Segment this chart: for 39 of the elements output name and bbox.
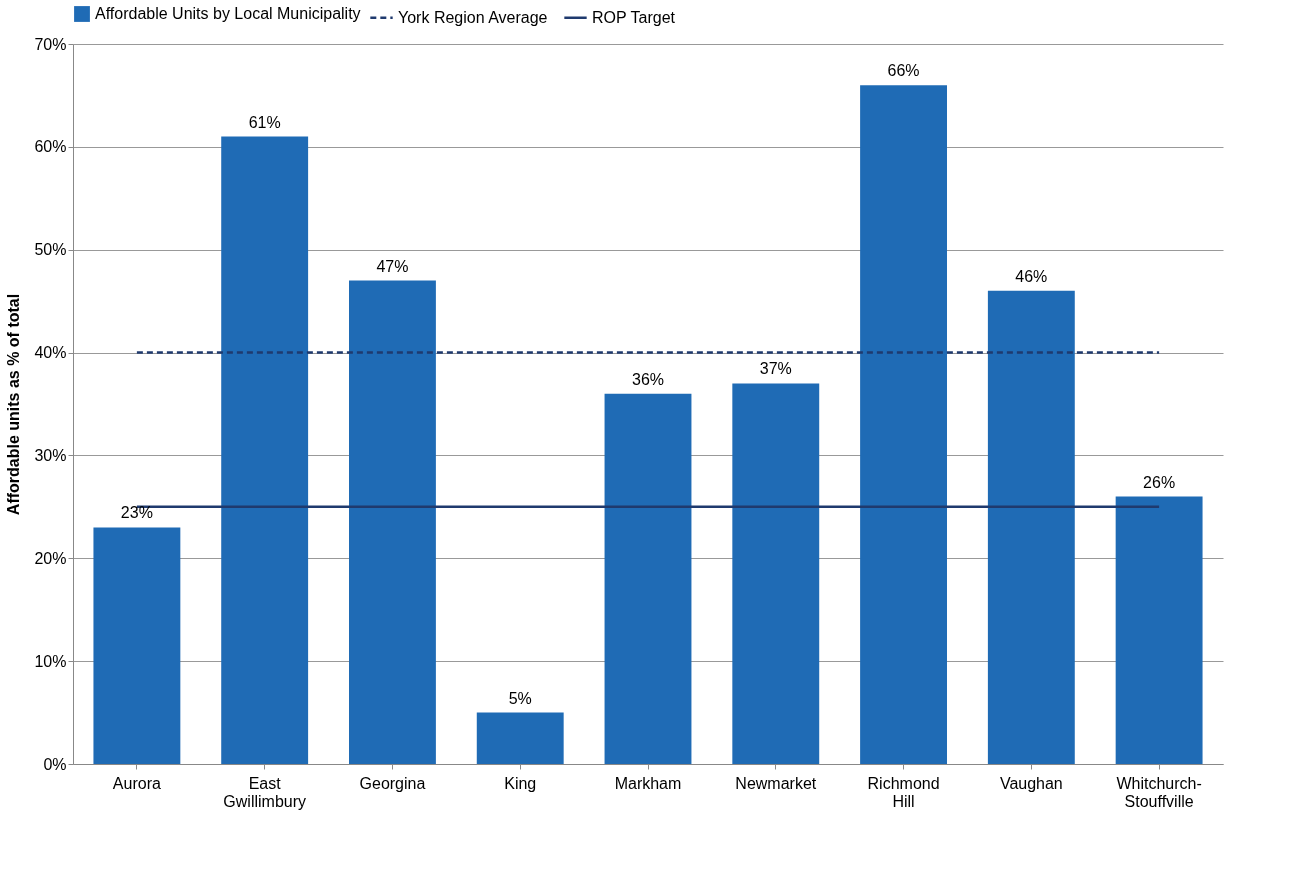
y-tick-label: 10%: [34, 652, 67, 670]
x-tick-label: Newmarket: [735, 774, 817, 792]
bar: [860, 85, 947, 764]
x-tick-label: Markham: [614, 774, 682, 792]
x-tick-label: King: [504, 774, 537, 792]
data-label: 61%: [248, 113, 281, 131]
bar: [349, 280, 436, 764]
bar: [604, 393, 692, 764]
bar: [1115, 496, 1203, 764]
legend-label: Affordable Units by Local Municipality: [95, 5, 361, 22]
data-label: 23%: [120, 504, 153, 522]
x-tick-label: Vaughan: [999, 774, 1063, 792]
y-tick-label: 70%: [34, 35, 67, 53]
bar: [987, 290, 1075, 764]
y-axis-title: Affordable units as % of total: [5, 293, 23, 516]
x-tick-label: East Gwillimbury: [223, 774, 306, 810]
x-tick-label: Richmond Hill: [867, 774, 940, 810]
bar: [476, 712, 564, 764]
y-tick-label: 60%: [34, 138, 67, 156]
x-tick-label: Aurora: [112, 774, 161, 792]
data-label: 5%: [508, 689, 532, 707]
bar: [93, 527, 181, 764]
x-tick-label: Georgina: [359, 774, 426, 792]
bar: [221, 136, 309, 764]
bar: [732, 383, 820, 764]
data-label: 46%: [1015, 267, 1048, 285]
legend-label: ROP Target: [592, 8, 676, 26]
y-tick-label: 50%: [34, 241, 67, 259]
legend-label: York Region Average: [398, 8, 548, 26]
y-tick-label: 30%: [34, 446, 67, 464]
y-tick-label: 40%: [34, 344, 67, 362]
data-label: 47%: [376, 257, 409, 275]
data-label: 37%: [759, 360, 792, 378]
y-tick-label: 20%: [34, 549, 67, 567]
x-tick-label: Whitchurch-Stouffville: [1116, 774, 1202, 810]
data-label: 66%: [887, 62, 920, 80]
data-label: 36%: [631, 370, 665, 388]
y-tick-label: 0%: [43, 755, 67, 773]
data-label: 26%: [1143, 473, 1176, 491]
